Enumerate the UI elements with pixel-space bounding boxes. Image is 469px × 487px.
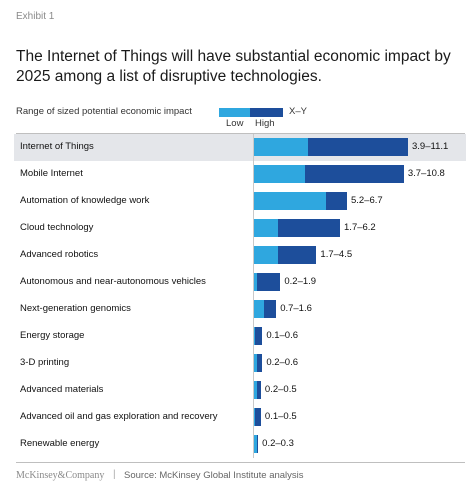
category-label: Advanced materials	[20, 384, 104, 395]
category-label: Advanced robotics	[20, 249, 99, 260]
bar-high-segment	[255, 408, 261, 426]
legend-low-label: Low	[226, 118, 244, 129]
range-value-label: 3.7–10.8	[407, 168, 445, 179]
range-value-label: 0.2–0.6	[266, 357, 299, 368]
category-label: Next-generation genomics	[20, 303, 131, 314]
brand-logo: McKinsey&Company	[16, 470, 105, 481]
exhibit-label: Exhibit 1	[16, 11, 55, 22]
legend-low-swatch	[219, 108, 250, 117]
category-label: Renewable energy	[20, 438, 100, 449]
bar-high-segment	[256, 273, 281, 291]
bar-high-segment	[263, 300, 277, 318]
bar-low-segment	[254, 408, 256, 426]
bar-high-segment	[256, 381, 261, 399]
bar-high-segment	[256, 354, 263, 372]
footer-separator: |	[113, 469, 116, 480]
range-value-label: 0.2–0.5	[264, 384, 297, 395]
legend-range-unit: X–Y	[289, 106, 307, 117]
category-label: Autonomous and near-autonomous vehicles	[20, 276, 206, 287]
legend-high-swatch	[250, 108, 283, 117]
bar-high-segment	[255, 327, 263, 345]
range-value-label: 1.7–6.2	[344, 222, 376, 233]
range-value-label: 5.2–6.7	[350, 195, 383, 206]
source-note: Source: McKinsey Global Institute analys…	[124, 470, 304, 481]
range-value-label: 0.2–1.9	[284, 276, 317, 287]
bar-low-segment	[254, 246, 278, 264]
bar-low-segment	[254, 435, 257, 453]
range-value-label: 0.1–0.5	[264, 411, 297, 422]
category-label: 3-D printing	[20, 357, 70, 368]
bar-low-segment	[254, 273, 257, 291]
bar-low-segment	[254, 192, 327, 210]
bar-low-segment	[254, 381, 257, 399]
legend-caption: Range of sized potential economic impact	[16, 106, 192, 117]
range-value-label: 0.1–0.6	[266, 330, 299, 341]
bar-high-segment	[326, 192, 347, 210]
range-value-label: 0.2–0.3	[262, 438, 294, 449]
zero-axis-line	[253, 134, 254, 458]
bar-high-segment	[277, 246, 317, 264]
category-label: Mobile Internet	[20, 168, 83, 179]
bar-low-segment	[254, 327, 256, 345]
category-label: Automation of knowledge work	[20, 195, 150, 206]
category-label: Internet of Things	[20, 141, 94, 152]
bar-high-segment	[256, 435, 259, 453]
bar-low-segment	[254, 300, 264, 318]
category-label: Cloud technology	[20, 222, 94, 233]
bottom-divider	[16, 462, 465, 463]
range-value-label: 0.7–1.6	[280, 303, 312, 314]
bar-low-segment	[254, 165, 306, 183]
bar-high-segment	[305, 165, 404, 183]
range-value-label: 1.7–4.5	[320, 249, 353, 260]
top-divider	[16, 133, 465, 134]
bar-high-segment	[277, 219, 340, 237]
bar-high-segment	[308, 138, 408, 156]
bar-low-segment	[254, 219, 278, 237]
legend-high-label: High	[255, 118, 275, 129]
category-label: Advanced oil and gas exploration and rec…	[20, 411, 218, 422]
category-label: Energy storage	[20, 330, 85, 341]
range-value-label: 3.9–11.1	[412, 141, 449, 152]
bar-low-segment	[254, 354, 257, 372]
bar-low-segment	[254, 138, 309, 156]
chart-title: The Internet of Things will have substan…	[16, 48, 451, 85]
